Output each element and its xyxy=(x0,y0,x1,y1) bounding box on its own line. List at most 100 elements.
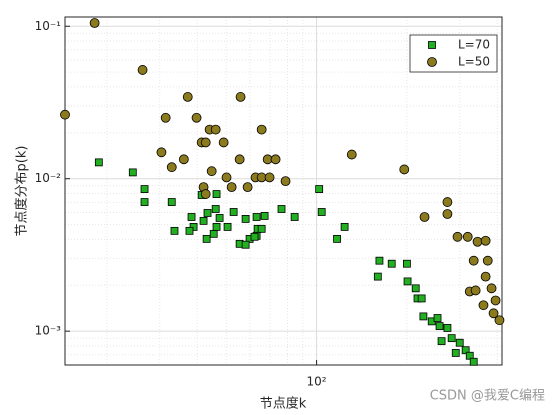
data-point xyxy=(242,182,253,193)
data-point xyxy=(443,324,452,332)
data-point xyxy=(223,223,232,231)
data-point xyxy=(137,65,148,75)
data-point xyxy=(221,172,232,183)
data-point xyxy=(252,213,261,221)
data-point xyxy=(433,314,442,322)
data-point xyxy=(167,198,176,206)
data-point xyxy=(178,154,189,165)
data-point xyxy=(200,189,211,199)
data-point xyxy=(462,231,473,242)
data-point xyxy=(452,231,463,242)
data-point xyxy=(182,92,193,102)
legend-marker xyxy=(427,57,437,67)
data-point xyxy=(280,176,291,187)
data-point xyxy=(209,229,218,238)
data-point xyxy=(490,295,501,306)
x-axis-label: 节点度k xyxy=(260,396,307,412)
data-point xyxy=(403,277,412,286)
y-tick-label: 10⁻³ xyxy=(35,324,62,338)
data-point xyxy=(229,208,238,216)
data-point xyxy=(468,255,479,266)
data-point xyxy=(257,224,266,233)
data-point xyxy=(437,337,446,346)
data-point xyxy=(218,137,229,148)
data-point xyxy=(419,212,430,222)
data-point xyxy=(451,349,460,357)
data-point xyxy=(417,294,426,303)
data-point xyxy=(317,208,326,216)
data-point xyxy=(399,164,410,175)
data-point xyxy=(226,182,237,193)
data-point xyxy=(277,205,286,213)
data-point xyxy=(89,18,100,28)
data-point xyxy=(478,300,489,311)
data-point xyxy=(250,232,259,241)
watermark: CSDN @我爱C编程 xyxy=(430,389,545,404)
data-point xyxy=(375,256,384,265)
data-point xyxy=(140,185,149,193)
data-point xyxy=(212,223,221,231)
data-point xyxy=(488,308,499,319)
y-tick-label: 10⁻² xyxy=(35,171,62,185)
data-point xyxy=(200,137,211,148)
data-point xyxy=(185,226,194,235)
data-point xyxy=(212,190,221,198)
data-point xyxy=(128,168,137,177)
data-point xyxy=(442,209,453,219)
data-point xyxy=(140,198,149,206)
data-point xyxy=(340,223,349,231)
data-point xyxy=(442,197,453,207)
data-point xyxy=(482,255,493,266)
data-point xyxy=(166,162,177,173)
data-point xyxy=(472,236,483,247)
data-point xyxy=(189,223,198,231)
data-point xyxy=(419,312,428,321)
data-point xyxy=(461,346,470,355)
data-point xyxy=(373,272,382,281)
legend-marker xyxy=(428,41,436,49)
data-point xyxy=(160,112,171,123)
legend-label: L=50 xyxy=(458,55,490,69)
data-point xyxy=(480,271,491,282)
data-point xyxy=(494,315,505,326)
data-point xyxy=(256,124,267,135)
y-axis-label: 节点度分布p(k) xyxy=(14,146,30,237)
data-point xyxy=(241,240,250,249)
data-point xyxy=(270,154,281,165)
data-point xyxy=(215,214,224,222)
legend-label: L=70 xyxy=(458,38,490,52)
data-point xyxy=(234,154,245,165)
y-tick-label: 10⁻¹ xyxy=(35,19,62,33)
data-point xyxy=(202,234,211,243)
data-point xyxy=(191,112,202,123)
data-point xyxy=(315,185,324,193)
data-point xyxy=(411,284,420,293)
data-point xyxy=(206,166,217,177)
data-point xyxy=(480,235,491,246)
data-point xyxy=(210,124,221,135)
data-point xyxy=(156,147,167,158)
data-point xyxy=(465,351,474,360)
data-point xyxy=(241,215,250,223)
plot-frame xyxy=(64,16,503,366)
data-point xyxy=(387,259,396,268)
data-point xyxy=(470,285,481,296)
data-point xyxy=(447,334,456,343)
data-point xyxy=(333,234,341,243)
data-point xyxy=(199,216,208,225)
data-point xyxy=(455,338,464,347)
data-point xyxy=(203,209,212,217)
legend-box xyxy=(409,34,498,73)
data-point xyxy=(60,109,70,120)
data-point xyxy=(94,158,103,167)
data-point xyxy=(469,357,478,366)
data-point xyxy=(170,226,179,235)
data-point xyxy=(435,322,444,330)
data-point xyxy=(290,213,299,221)
data-point xyxy=(260,212,269,220)
data-point xyxy=(402,259,411,268)
data-point xyxy=(346,149,357,160)
data-point xyxy=(211,205,220,213)
data-point xyxy=(235,92,246,102)
